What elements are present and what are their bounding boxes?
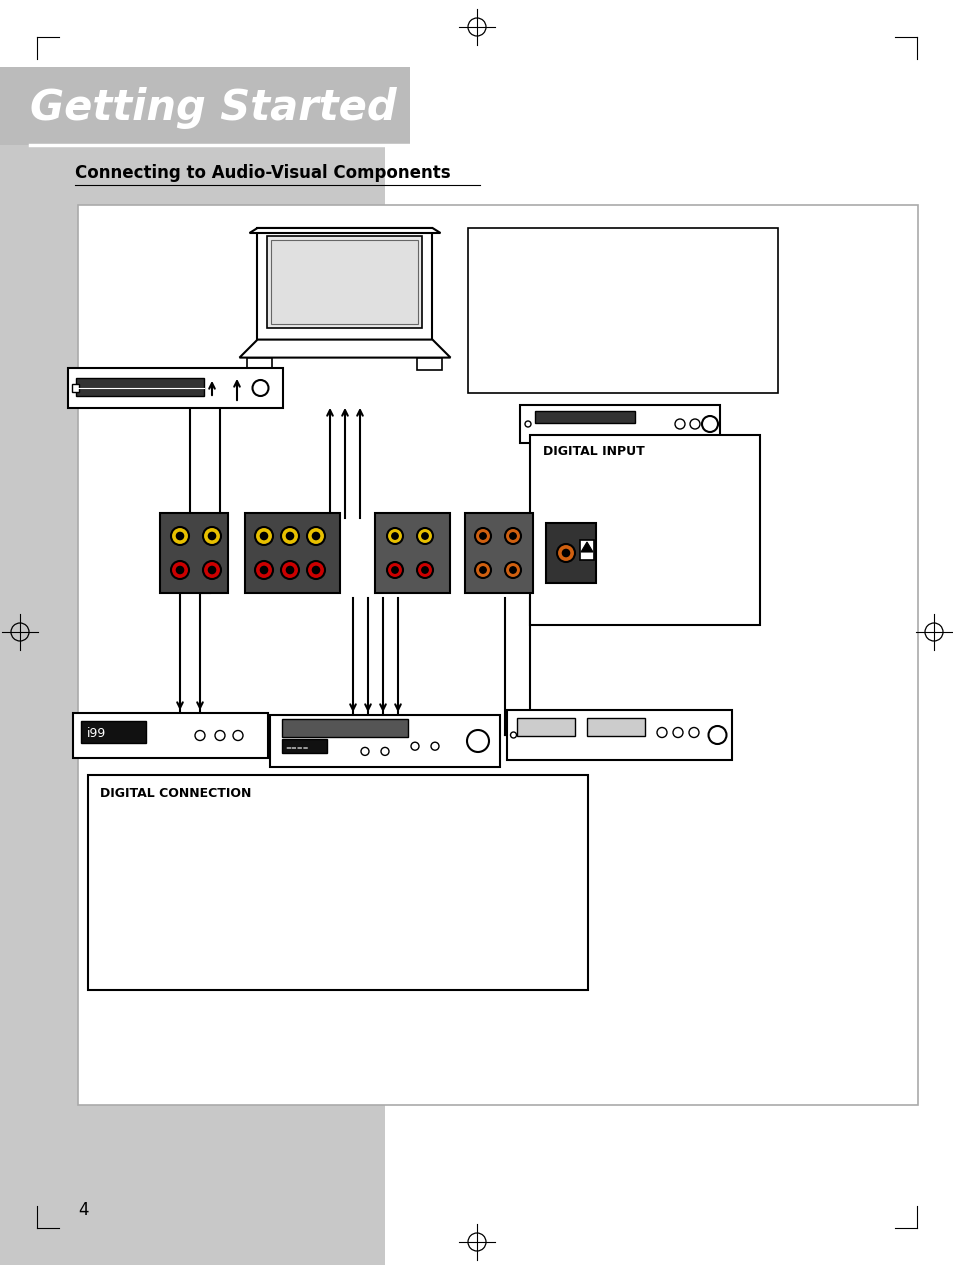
Circle shape [208, 533, 215, 540]
Circle shape [312, 533, 319, 540]
Bar [88, 775, 587, 990]
Bar [517, 719, 575, 736]
Circle shape [387, 528, 402, 544]
Bar [78, 205, 917, 1106]
Circle shape [203, 528, 221, 545]
Bar [272, 240, 418, 324]
Circle shape [509, 533, 516, 539]
Polygon shape [580, 541, 593, 552]
Circle shape [171, 528, 189, 545]
Circle shape [281, 528, 298, 545]
Circle shape [176, 533, 183, 540]
Circle shape [233, 730, 243, 740]
Circle shape [431, 743, 438, 750]
Bar [0, 67, 385, 1265]
Circle shape [689, 419, 700, 429]
Circle shape [286, 533, 294, 540]
Bar [71, 385, 78, 392]
Circle shape [416, 528, 433, 544]
Circle shape [392, 533, 397, 539]
Circle shape [479, 567, 486, 573]
Bar [535, 411, 635, 423]
Bar [587, 719, 645, 736]
Circle shape [475, 562, 491, 578]
Bar [282, 739, 327, 753]
Circle shape [260, 533, 268, 540]
Circle shape [307, 528, 325, 545]
Text: 4: 4 [78, 1200, 89, 1219]
Bar [68, 368, 282, 409]
Circle shape [421, 533, 428, 539]
Circle shape [286, 567, 294, 573]
Bar [519, 405, 720, 443]
Circle shape [675, 419, 684, 429]
Circle shape [260, 567, 268, 573]
Text: Getting Started: Getting Started [30, 87, 396, 129]
Text: ====: ==== [285, 745, 308, 751]
Bar [80, 721, 146, 743]
Circle shape [208, 567, 215, 573]
Circle shape [411, 743, 418, 750]
Circle shape [467, 730, 489, 751]
Bar [464, 514, 533, 593]
Text: DIGITAL INPUT: DIGITAL INPUT [542, 445, 644, 458]
Circle shape [203, 560, 221, 579]
Circle shape [524, 421, 531, 428]
Circle shape [392, 567, 397, 573]
Bar [0, 67, 410, 145]
Bar [72, 713, 267, 758]
Bar [375, 514, 450, 593]
Circle shape [253, 380, 268, 396]
Polygon shape [239, 339, 450, 358]
Polygon shape [250, 228, 440, 233]
Circle shape [562, 549, 569, 557]
Circle shape [475, 528, 491, 544]
Circle shape [479, 533, 486, 539]
Circle shape [194, 730, 205, 740]
Bar [247, 358, 273, 369]
Bar [417, 358, 442, 369]
Circle shape [254, 560, 273, 579]
Bar [545, 522, 596, 583]
Circle shape [672, 727, 682, 737]
Circle shape [688, 727, 699, 737]
Text: i99: i99 [87, 727, 106, 740]
Circle shape [701, 416, 718, 433]
Bar [270, 715, 499, 767]
Bar [160, 514, 228, 593]
Circle shape [380, 748, 389, 755]
Circle shape [176, 567, 183, 573]
Bar [468, 228, 778, 393]
Circle shape [171, 560, 189, 579]
Bar [257, 228, 432, 339]
Circle shape [360, 748, 369, 755]
Bar [267, 237, 422, 328]
Circle shape [421, 567, 428, 573]
Circle shape [509, 567, 516, 573]
Text: DIGITAL CONNECTION: DIGITAL CONNECTION [100, 787, 251, 799]
Circle shape [254, 528, 273, 545]
Circle shape [708, 726, 726, 744]
Circle shape [281, 560, 298, 579]
Circle shape [214, 730, 225, 740]
Circle shape [504, 562, 520, 578]
Text: Connecting to Audio-Visual Components: Connecting to Audio-Visual Components [75, 164, 450, 182]
Circle shape [657, 727, 666, 737]
Bar [579, 540, 594, 560]
Circle shape [557, 544, 575, 562]
Bar [530, 435, 760, 625]
Circle shape [387, 562, 402, 578]
Circle shape [504, 528, 520, 544]
Bar [507, 710, 732, 760]
Bar [282, 719, 408, 737]
Circle shape [416, 562, 433, 578]
Bar [75, 378, 204, 396]
Circle shape [307, 560, 325, 579]
Circle shape [312, 567, 319, 573]
Circle shape [510, 732, 516, 737]
Bar [245, 514, 339, 593]
